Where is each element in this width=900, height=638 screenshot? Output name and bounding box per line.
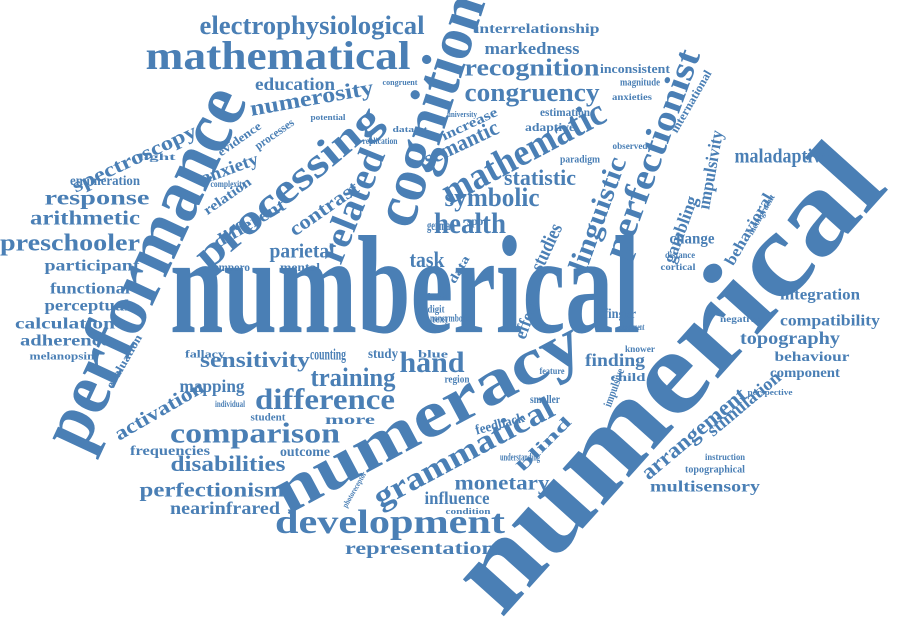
word: frequencies xyxy=(130,444,211,459)
word: representation xyxy=(345,538,495,558)
word: development xyxy=(275,504,506,541)
word: preschooler xyxy=(0,231,140,257)
word: numberical xyxy=(170,208,640,363)
word: feature xyxy=(540,366,565,376)
word: outcome xyxy=(280,445,330,460)
word: response xyxy=(45,188,150,210)
word: topographical xyxy=(685,464,745,476)
word: region xyxy=(445,374,470,385)
word: impulsivity xyxy=(693,129,727,211)
word: congruency xyxy=(465,78,600,107)
word: cortical xyxy=(661,262,697,272)
word: mathematical xyxy=(146,33,411,78)
word: perspective xyxy=(748,388,794,397)
word: adherence xyxy=(20,333,110,350)
word: health xyxy=(434,207,506,240)
word: comparison xyxy=(170,418,341,449)
word: topography xyxy=(740,328,840,348)
word: university xyxy=(447,110,477,119)
word: paradigm xyxy=(560,154,601,165)
word: education xyxy=(255,74,335,94)
word: interrelationship xyxy=(475,22,600,37)
word: estimation xyxy=(540,105,590,119)
word: anxieties xyxy=(612,92,653,102)
word: nearinfrared xyxy=(170,498,280,518)
word: mapping xyxy=(180,376,245,396)
word: individual xyxy=(215,399,245,409)
word: finding xyxy=(585,350,645,370)
word: child xyxy=(611,370,646,384)
word: study xyxy=(368,347,398,362)
word: sensitivity xyxy=(200,347,310,372)
word: spot xyxy=(467,214,487,228)
word: potential xyxy=(311,113,347,122)
word: task xyxy=(410,247,446,272)
word: symbolic xyxy=(445,183,540,212)
word: functional xyxy=(50,281,131,298)
word: replication xyxy=(363,136,398,146)
word: understanding xyxy=(500,452,540,463)
word: behaviour xyxy=(775,350,850,365)
word: experiment xyxy=(620,322,645,332)
word: distance xyxy=(665,250,695,260)
word: complexity xyxy=(211,179,246,189)
word: adaptive xyxy=(525,120,576,134)
word: habit xyxy=(428,292,448,304)
word: participant xyxy=(45,258,141,275)
word: recognition xyxy=(465,56,600,82)
word: condition xyxy=(446,507,492,516)
word: observed xyxy=(613,141,648,151)
word: hand xyxy=(400,346,465,379)
word: blue xyxy=(418,349,449,360)
word: inconsistent xyxy=(600,61,671,76)
word: magnitude xyxy=(620,77,660,89)
word: training xyxy=(311,363,396,392)
word: melanopsin xyxy=(30,351,96,362)
word: instruction xyxy=(705,452,745,462)
word: german xyxy=(427,219,455,234)
word: maladaptive xyxy=(735,146,830,168)
word: counting xyxy=(310,347,346,364)
word: more xyxy=(325,413,375,428)
word: mental xyxy=(280,260,321,274)
word: integration xyxy=(780,287,860,304)
word: temporo xyxy=(210,260,250,274)
word: compatibility xyxy=(780,313,880,330)
word: fallacy xyxy=(185,349,225,360)
word: digit xyxy=(428,304,445,316)
word: component xyxy=(770,366,840,381)
word: perfectionism xyxy=(140,480,285,502)
word: calculation xyxy=(15,316,115,333)
word: light xyxy=(139,152,176,162)
word: text xyxy=(432,314,448,326)
word: perceptual xyxy=(45,298,131,315)
word: nonsymbolic xyxy=(430,313,470,324)
word: dataset xyxy=(393,125,428,134)
word: change xyxy=(670,231,715,248)
word: congruent xyxy=(383,78,418,87)
word: parietal xyxy=(270,241,335,263)
word: electrophysiological xyxy=(200,11,425,40)
word: enumeration xyxy=(70,174,140,189)
word: monetary xyxy=(455,473,550,495)
word: influence xyxy=(425,488,490,508)
word: smaller xyxy=(530,392,561,406)
word: markedness xyxy=(485,39,580,58)
word: finger xyxy=(604,307,636,322)
word: disabilities xyxy=(171,451,286,476)
word: multisensory xyxy=(650,479,760,496)
word: student xyxy=(251,412,287,423)
word: knower xyxy=(625,344,655,354)
word: arithmetic xyxy=(30,208,140,230)
word: negative xyxy=(720,314,760,324)
word: difference xyxy=(255,383,395,416)
word: statistic xyxy=(504,165,576,190)
